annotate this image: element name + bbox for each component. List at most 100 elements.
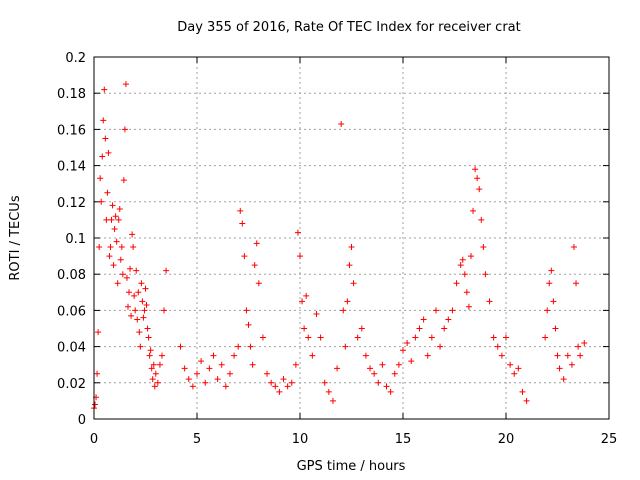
data-point — [106, 253, 113, 260]
x-tick-label: 25 — [601, 432, 618, 447]
data-point — [127, 265, 134, 272]
data-point — [115, 216, 122, 223]
data-point — [478, 216, 485, 223]
data-point — [139, 298, 146, 305]
data-point — [294, 229, 301, 236]
data-point — [136, 329, 143, 336]
data-point — [494, 343, 501, 350]
data-point — [156, 361, 163, 368]
data-point — [301, 325, 308, 332]
data-point — [480, 244, 487, 251]
data-point — [288, 379, 295, 386]
data-point — [428, 334, 435, 341]
data-point — [568, 361, 575, 368]
data-point — [404, 339, 411, 346]
data-point — [354, 334, 361, 341]
data-point — [116, 206, 123, 213]
data-point — [575, 343, 582, 350]
data-point — [344, 298, 351, 305]
data-point — [412, 334, 419, 341]
data-point — [143, 301, 150, 308]
data-point — [317, 334, 324, 341]
data-point — [387, 388, 394, 395]
data-point — [104, 189, 111, 196]
data-point — [515, 365, 522, 372]
data-point — [367, 365, 374, 372]
data-point — [548, 267, 555, 274]
data-point — [185, 376, 192, 383]
data-point — [467, 253, 474, 260]
data-point — [457, 262, 464, 269]
data-point — [542, 334, 549, 341]
data-point — [235, 343, 242, 350]
data-point — [577, 352, 584, 359]
y-tick-label: 0.16 — [57, 123, 86, 138]
data-point — [476, 186, 483, 193]
y-tick-label: 0.1 — [65, 232, 86, 247]
y-tick-label: 0.02 — [57, 377, 86, 392]
data-point — [181, 365, 188, 372]
data-point — [110, 262, 117, 269]
data-point — [459, 256, 466, 263]
data-point — [102, 135, 109, 142]
data-point — [362, 352, 369, 359]
data-point — [416, 325, 423, 332]
data-point — [202, 379, 209, 386]
data-point — [511, 370, 518, 377]
data-point — [445, 316, 452, 323]
data-point — [151, 383, 158, 390]
data-point — [96, 244, 103, 251]
data-point — [249, 361, 256, 368]
data-point — [247, 343, 254, 350]
data-point — [251, 262, 258, 269]
x-axis-label: GPS time / hours — [297, 459, 406, 474]
data-point — [100, 117, 107, 124]
data-point — [276, 388, 283, 395]
data-point — [117, 256, 124, 263]
data-point — [334, 365, 341, 372]
data-point — [134, 316, 141, 323]
data-point — [105, 149, 112, 156]
data-point — [189, 383, 196, 390]
data-point — [141, 307, 148, 314]
data-point — [129, 231, 136, 238]
data-point — [198, 358, 205, 365]
data-point — [472, 166, 479, 173]
data-point — [292, 361, 299, 368]
data-point — [222, 383, 229, 390]
data-point — [556, 365, 563, 372]
data-point — [147, 347, 154, 354]
data-point — [119, 271, 126, 278]
y-tick-label: 0.04 — [57, 341, 86, 356]
data-point — [130, 244, 137, 251]
data-point — [108, 216, 115, 223]
data-point — [218, 361, 225, 368]
data-point — [94, 370, 101, 377]
data-point — [329, 397, 336, 404]
y-axis-label: ROTI / TECUs — [8, 195, 23, 280]
data-point — [150, 361, 157, 368]
data-point — [507, 361, 514, 368]
data-point — [338, 120, 345, 127]
x-tick-label: 15 — [395, 432, 412, 447]
data-point — [144, 325, 151, 332]
data-point — [210, 352, 217, 359]
data-point — [424, 352, 431, 359]
data-point — [226, 370, 233, 377]
data-point — [259, 334, 266, 341]
data-point — [243, 307, 250, 314]
data-point — [490, 334, 497, 341]
y-tick-label: 0.18 — [57, 87, 86, 102]
data-point — [145, 334, 152, 341]
data-point — [111, 225, 118, 232]
data-point — [358, 325, 365, 332]
data-point — [92, 401, 99, 408]
data-point — [98, 198, 105, 205]
data-point — [453, 280, 460, 287]
data-point — [379, 361, 386, 368]
data-point — [241, 253, 248, 260]
data-point — [371, 370, 378, 377]
data-point — [303, 292, 310, 299]
data-point — [375, 379, 382, 386]
